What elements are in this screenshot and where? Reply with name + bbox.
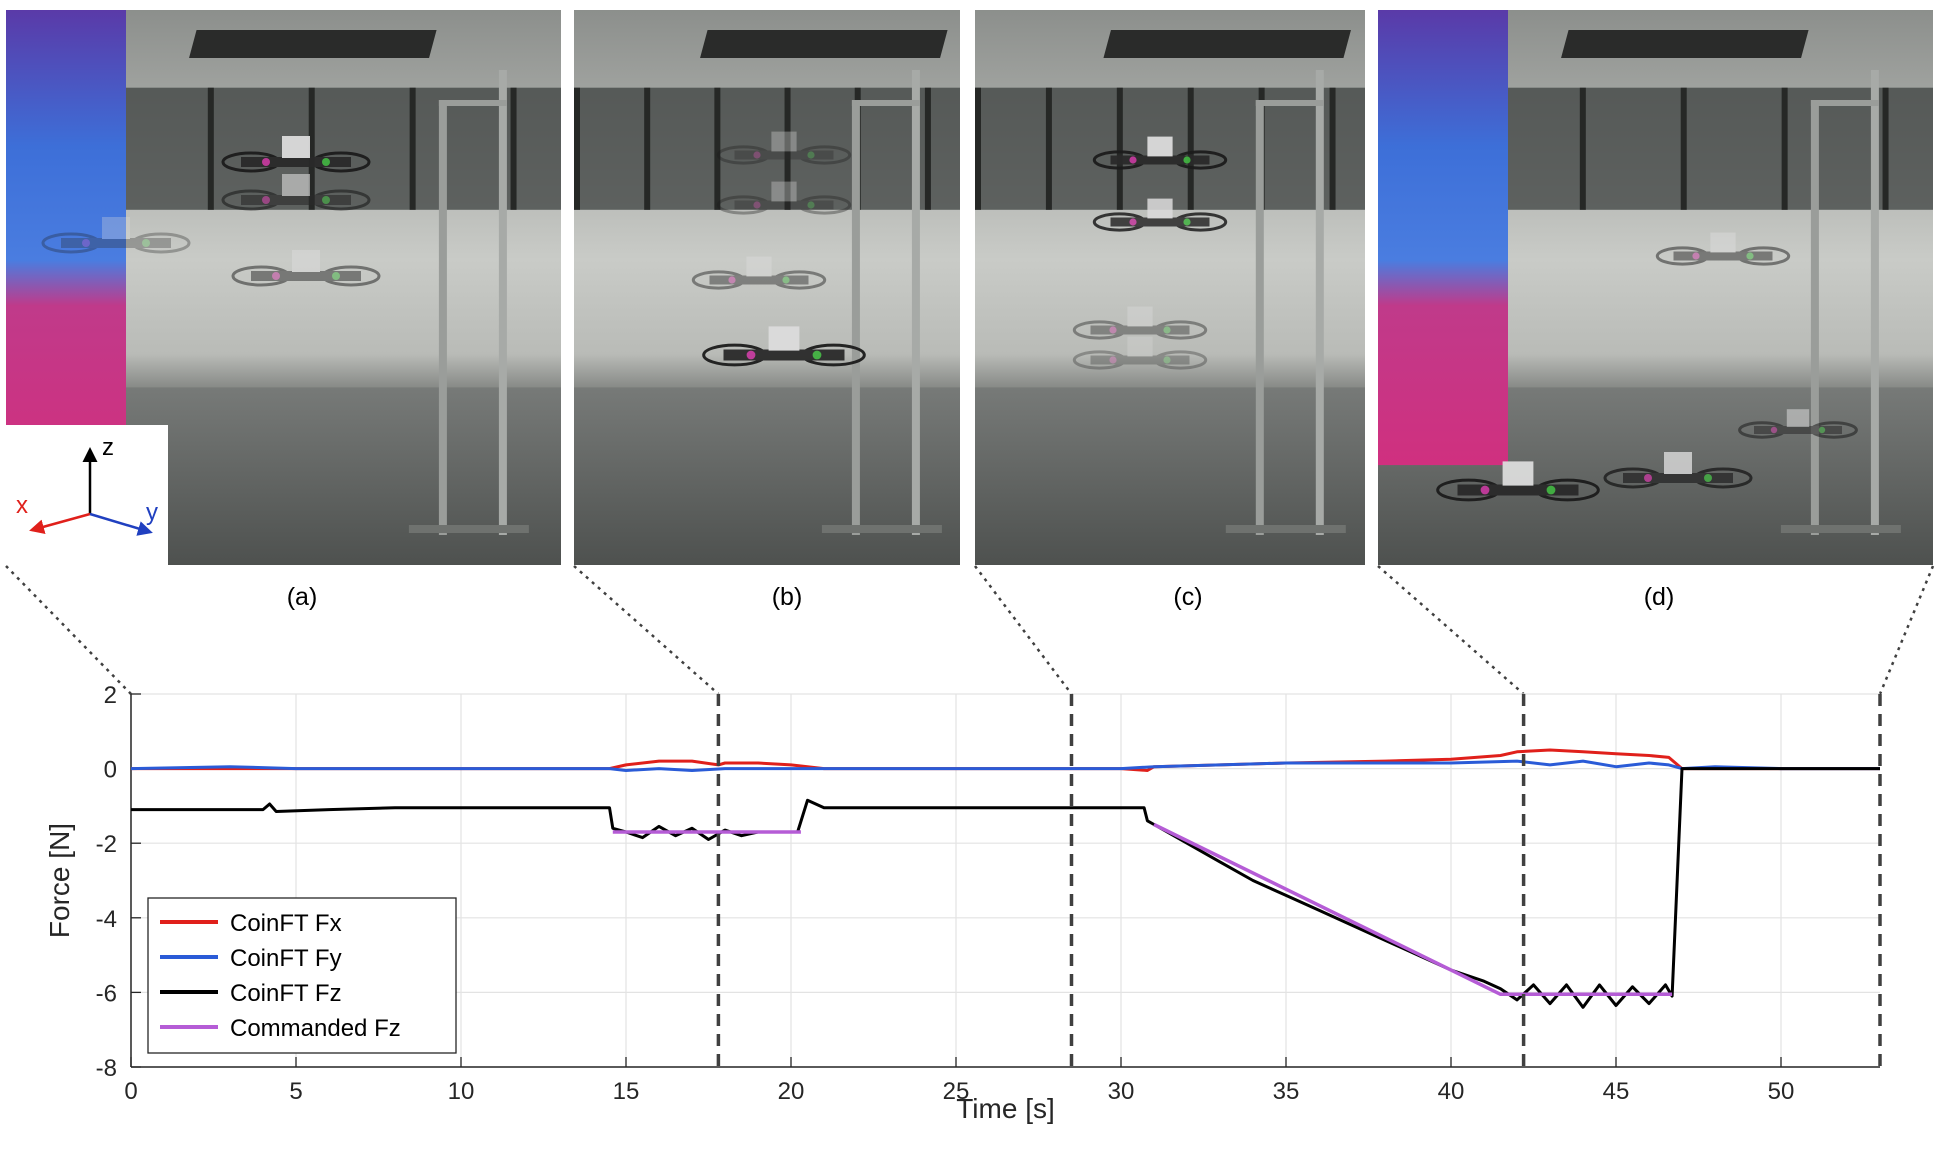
legend-label: CoinFT Fx bbox=[230, 910, 342, 937]
connector-left bbox=[1377, 565, 1525, 695]
x-tick-label: 25 bbox=[943, 1078, 970, 1105]
drone-icon bbox=[1092, 198, 1228, 232]
zoom-connectors bbox=[5, 565, 1935, 695]
panel-label-d: (d) bbox=[1644, 583, 1675, 611]
drone-icon bbox=[691, 256, 827, 290]
connector-left bbox=[573, 565, 720, 695]
drone-icon bbox=[1603, 452, 1753, 489]
photo-panel-b bbox=[574, 10, 960, 565]
y-axis-title: Force [N] bbox=[44, 823, 75, 938]
photo-panel-a bbox=[6, 10, 561, 565]
axes-inset: z x y bbox=[6, 425, 168, 565]
connector-right bbox=[1878, 565, 1935, 695]
drone-icon bbox=[231, 250, 381, 287]
y-tick-label: -8 bbox=[96, 1055, 117, 1082]
drone-icon bbox=[1072, 336, 1208, 370]
y-tick-label: -4 bbox=[96, 906, 117, 933]
panel-label-a: (a) bbox=[287, 583, 318, 611]
drone-icon bbox=[716, 131, 852, 165]
drone-icon bbox=[1092, 136, 1228, 170]
y-tick-label: 0 bbox=[104, 757, 117, 784]
panel-label-b: (b) bbox=[772, 583, 803, 611]
y-axis-arrow bbox=[89, 512, 153, 536]
y-tick-label: -2 bbox=[96, 831, 117, 858]
x-tick-label: 15 bbox=[613, 1078, 640, 1105]
photo-panel-d bbox=[1378, 10, 1933, 565]
drone-icon bbox=[41, 217, 191, 254]
legend: CoinFT Fx CoinFT Fy CoinFT Fz Commanded Fz bbox=[147, 897, 457, 1054]
series-line-4 bbox=[612, 822, 1673, 997]
drone-icon bbox=[221, 174, 371, 211]
drone-icon bbox=[716, 181, 852, 215]
drone-icon bbox=[221, 136, 371, 173]
legend-label: CoinFT Fy bbox=[230, 945, 342, 972]
panel-label-c: (c) bbox=[1173, 583, 1202, 611]
y-axis-label: y bbox=[146, 499, 158, 526]
x-tick-label: 10 bbox=[448, 1078, 475, 1105]
y-tick-label: -6 bbox=[96, 980, 117, 1007]
series-line-3 bbox=[131, 767, 1880, 1009]
drone-icon bbox=[1655, 232, 1791, 266]
legend-label: CoinFT Fz bbox=[230, 980, 342, 1007]
drone-icon bbox=[1436, 461, 1600, 502]
x-tick-label: 35 bbox=[1273, 1078, 1300, 1105]
series-line-1 bbox=[131, 748, 1880, 772]
x-tick-label: 40 bbox=[1438, 1078, 1465, 1105]
x-tick-label: 45 bbox=[1603, 1078, 1630, 1105]
drone-icon bbox=[702, 326, 866, 367]
x-tick-label: 0 bbox=[124, 1078, 137, 1105]
drone-icon bbox=[1738, 409, 1858, 439]
x-axis-label: x bbox=[16, 492, 28, 519]
x-tick-label: 20 bbox=[778, 1078, 805, 1105]
series-line-2 bbox=[130, 759, 1880, 772]
drone-icon bbox=[1072, 306, 1208, 340]
x-tick-label: 5 bbox=[289, 1078, 302, 1105]
z-axis-label: z bbox=[102, 434, 114, 461]
photo-panels bbox=[6, 10, 1933, 565]
x-tick-label: 30 bbox=[1108, 1078, 1135, 1105]
connector-left bbox=[5, 565, 132, 695]
x-tick-label: 50 bbox=[1768, 1078, 1795, 1105]
y-tick-label: 2 bbox=[104, 682, 117, 709]
x-axis-title: Time [s] bbox=[956, 1093, 1055, 1124]
legend-label: Commanded Fz bbox=[230, 1015, 401, 1042]
x-axis-arrow bbox=[29, 512, 91, 535]
connector-left bbox=[974, 565, 1073, 695]
photo-panel-c bbox=[975, 10, 1365, 565]
